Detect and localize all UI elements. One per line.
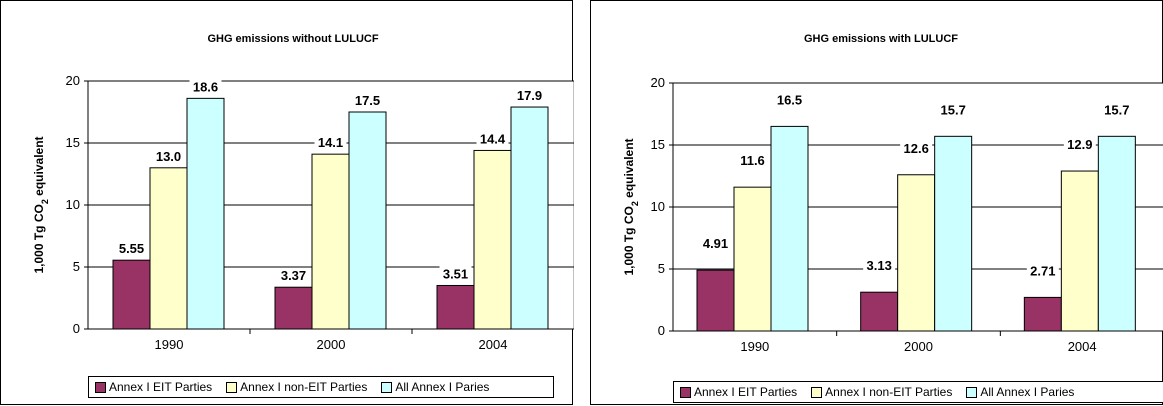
data-label-bg [900, 140, 933, 155]
data-label-bg [1026, 263, 1059, 278]
data-label: 3.13 [867, 258, 892, 273]
data-label-bg [351, 93, 384, 107]
x-category-label: 1990 [155, 337, 184, 352]
legend-item-eit: Annex I EIT Parties [680, 385, 797, 399]
data-label: 11.6 [740, 153, 765, 168]
data-label-bg [863, 258, 896, 273]
data-label-bg [439, 266, 472, 281]
y-tick-label: 20 [66, 73, 80, 88]
bar [473, 149, 512, 330]
legend-item-all: All Annex I Paries [966, 385, 1074, 399]
data-label: 3.51 [443, 266, 468, 281]
legend-swatch-non-eit [226, 381, 238, 393]
legend-swatch-eit [680, 386, 691, 398]
data-label: 15.7 [1104, 102, 1129, 117]
data-label-bg [115, 241, 148, 256]
data-label: 3.37 [281, 268, 306, 283]
y-tick-label: 0 [73, 321, 80, 336]
legend-label-eit: Annex I EIT Parties [109, 380, 213, 394]
legend-item-eit: Annex I EIT Parties [95, 380, 212, 394]
bar [149, 167, 188, 330]
chart-without-lulucf: GHG emissions without LULUCF 0 5 10 15 20 1,00… [32, 33, 574, 352]
data-label: 13.0 [156, 149, 181, 164]
data-label: 5.55 [119, 241, 144, 256]
x-category-label: 2000 [904, 339, 933, 354]
legend-without-lulucf: Annex I EIT Parties Annex I non-EIT Part… [88, 376, 554, 398]
data-label-bg [773, 92, 806, 107]
bar [311, 153, 350, 330]
bar [860, 291, 899, 332]
bar [696, 269, 735, 332]
data-label: 12.6 [904, 141, 929, 156]
data-label-bg [513, 88, 546, 103]
data-label-bg [937, 102, 970, 117]
bar [770, 125, 809, 332]
y-tick-label: 20 [651, 75, 665, 90]
chart-title: GHG emissions with LULUCF [804, 33, 958, 45]
data-label: 12.9 [1067, 137, 1092, 152]
data-label-bg [277, 268, 310, 283]
y-tick-label: 15 [66, 135, 80, 150]
data-label: 17.5 [355, 93, 380, 108]
x-category-label: 2000 [317, 337, 346, 352]
data-label: 2.71 [1030, 263, 1055, 278]
legend-label-eit: Annex I EIT Parties [694, 385, 798, 399]
bar [934, 135, 973, 332]
y-tick-label: 5 [73, 259, 80, 274]
bar [348, 111, 387, 330]
legend-label-all: All Annex I Paries [395, 380, 490, 394]
bar [186, 97, 225, 330]
legend-label-non-eit: Annex I non-EIT Parties [825, 385, 953, 399]
bar [897, 174, 936, 332]
legend-item-non-eit: Annex I non-EIT Parties [811, 385, 952, 399]
bar [112, 259, 151, 330]
chart-panel-with-lulucf: GHG emissions with LULUCF 0 5 10 15 20 1,000 T… [590, 0, 1163, 405]
legend-with-lulucf: Annex I EIT Parties Annex I non-EIT Part… [673, 381, 1163, 403]
data-label-bg [189, 79, 222, 94]
data-label: 14.1 [318, 135, 343, 150]
data-label-bg [152, 148, 185, 163]
legend-swatch-all [966, 386, 978, 398]
bar [1060, 170, 1099, 332]
bar [1023, 296, 1062, 332]
y-tick-label: 0 [658, 323, 665, 338]
y-tick-label: 5 [658, 261, 665, 276]
data-label-bg [699, 236, 732, 251]
data-label-bg [476, 131, 509, 146]
legend-label-all: All Annex I Paries [980, 385, 1075, 399]
legend-swatch-eit [95, 381, 106, 393]
data-label-bg [1063, 137, 1096, 152]
data-label: 14.4 [480, 131, 506, 146]
bar [274, 286, 313, 330]
chart-title: GHG emissions without LULUCF [207, 33, 378, 45]
bar [1097, 135, 1136, 332]
legend-item-non-eit: Annex I non-EIT Parties [226, 380, 367, 394]
y-tick-label: 10 [651, 199, 665, 214]
data-label-bg [1100, 102, 1133, 117]
x-category-label: 1990 [740, 339, 769, 354]
y-tick-label: 10 [66, 197, 80, 212]
chart-with-lulucf: GHG emissions with LULUCF 0 5 10 15 20 1,000 T… [622, 33, 1163, 354]
bar [436, 284, 475, 330]
data-label: 16.5 [777, 92, 802, 107]
bar [510, 106, 549, 330]
legend-swatch-non-eit [811, 386, 823, 398]
data-label-bg [736, 153, 769, 168]
data-label: 4.91 [703, 236, 728, 251]
data-label: 15.7 [941, 102, 966, 117]
data-label: 18.6 [193, 79, 218, 94]
y-axis-label: 1,000 Tg CO2 equivalent [32, 136, 50, 273]
legend-label-non-eit: Annex I non-EIT Parties [240, 380, 368, 394]
data-label: 17.9 [517, 88, 542, 103]
y-tick-label: 15 [651, 137, 665, 152]
x-category-label: 2004 [1068, 339, 1097, 354]
data-label-bg [314, 135, 347, 150]
bar [733, 186, 772, 332]
chart-panel-without-lulucf: GHG emissions without LULUCF 0 5 10 15 20 1,00… [0, 0, 574, 405]
x-category-label: 2004 [479, 337, 508, 352]
y-axis-label: 1,000 Tg CO2 equivalent [622, 138, 640, 275]
legend-item-all: All Annex I Paries [381, 380, 489, 394]
legend-swatch-all [381, 381, 393, 393]
